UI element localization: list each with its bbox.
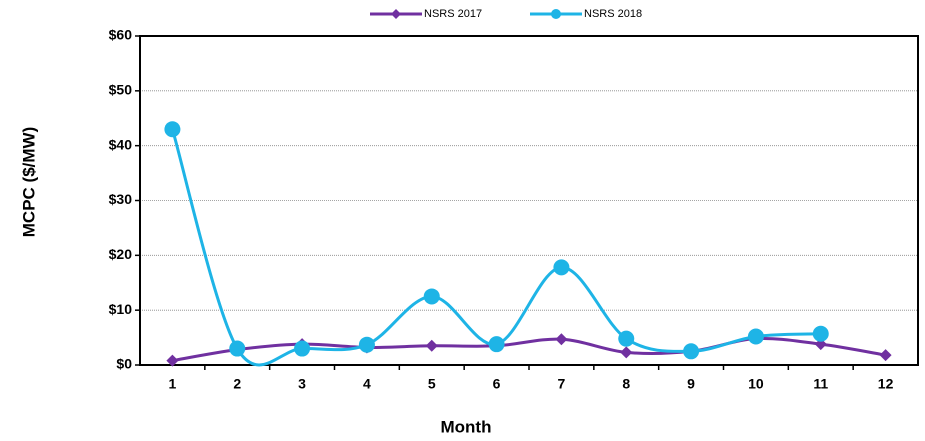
- legend-marker: [551, 9, 561, 19]
- point: [879, 349, 892, 362]
- x-tick-label: 9: [687, 376, 695, 392]
- x-axis-title: Month: [441, 417, 492, 436]
- point: [488, 336, 505, 353]
- point: [358, 336, 375, 353]
- point: [683, 343, 700, 360]
- point: [166, 354, 179, 367]
- legend-label: NSRS 2017: [424, 8, 482, 20]
- point: [229, 340, 246, 357]
- point: [164, 121, 181, 138]
- y-tick-label: $30: [109, 191, 133, 207]
- x-tick-label: 6: [493, 376, 501, 392]
- x-tick-label: 3: [298, 376, 306, 392]
- point: [814, 338, 827, 351]
- y-tick-label: $10: [109, 301, 133, 317]
- legend-marker: [391, 9, 401, 19]
- x-tick-label: 11: [813, 376, 828, 392]
- y-tick-label: $40: [109, 136, 133, 152]
- point: [747, 328, 764, 345]
- y-tick-label: $0: [116, 356, 132, 372]
- y-axis-title: MCPC ($/MW): [19, 127, 38, 237]
- point: [812, 325, 829, 342]
- point: [618, 330, 635, 347]
- x-tick-label: 5: [428, 376, 436, 392]
- y-tick-label: $20: [109, 246, 133, 262]
- x-tick-label: 4: [363, 376, 371, 392]
- x-tick-label: 8: [622, 376, 630, 392]
- y-tick-label: $60: [109, 27, 133, 43]
- x-tick-label: 2: [233, 376, 241, 392]
- point: [555, 333, 568, 346]
- series-line: [170, 128, 821, 367]
- legend-label: NSRS 2018: [584, 8, 642, 20]
- point: [620, 346, 633, 359]
- point: [423, 288, 440, 305]
- x-tick-label: 12: [878, 376, 894, 392]
- y-tick-label: $50: [109, 82, 133, 98]
- x-tick-label: 1: [169, 376, 177, 392]
- point: [425, 339, 438, 352]
- x-tick-label: 10: [748, 376, 764, 392]
- point: [294, 340, 311, 357]
- x-tick-label: 7: [558, 376, 566, 392]
- point: [553, 259, 570, 276]
